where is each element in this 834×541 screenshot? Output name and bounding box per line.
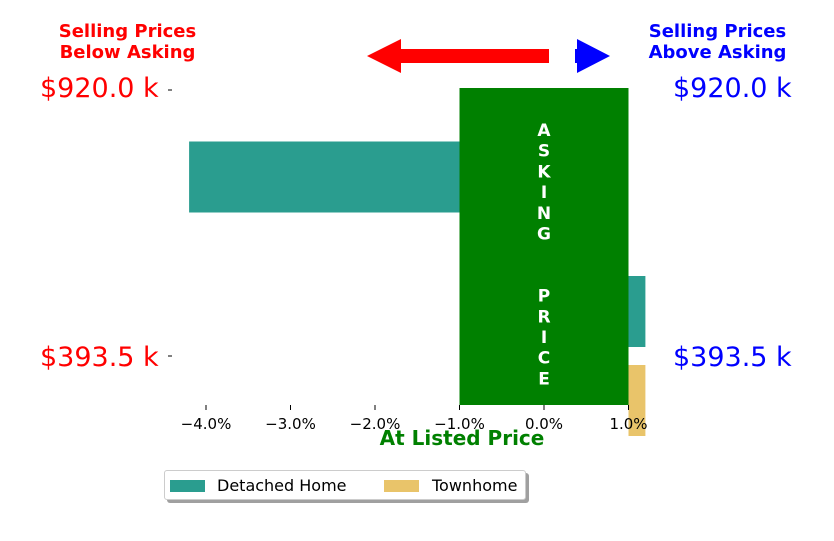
- x-tick-label: −4.0%: [181, 415, 232, 433]
- bar-detached-home-0: [189, 141, 460, 213]
- price-label-top-right: $920.0 k: [673, 73, 792, 104]
- right-arrow: [575, 39, 610, 73]
- x-tick-label: 1.0%: [609, 415, 647, 433]
- x-tick-label: 0.0%: [525, 415, 563, 433]
- x-axis: −4.0% −3.0% −2.0% −1.0% 0.0% 1.0%: [181, 405, 648, 433]
- asking-price-letter: G: [537, 225, 551, 245]
- price-label-bottom-right: $393.5 k: [673, 342, 792, 373]
- asking-price-letter: I: [541, 183, 547, 203]
- asking-price-band: [459, 88, 629, 405]
- asking-price-letter: K: [537, 162, 551, 182]
- above-asking-title: Selling Prices Above Asking: [648, 21, 787, 63]
- x-tick-label: −3.0%: [265, 415, 316, 433]
- asking-price-letter: E: [538, 369, 550, 389]
- legend-label-townhome: Townhome: [432, 476, 518, 495]
- legend: Detached Home Townhome: [164, 470, 526, 500]
- x-tick-label: −1.0%: [434, 415, 485, 433]
- bar-detached-home-1: [628, 276, 646, 347]
- asking-price-letter: P: [538, 287, 550, 307]
- price-label-bottom-left: $393.5 k: [40, 342, 159, 373]
- legend-swatch-townhome: [384, 480, 419, 492]
- asking-price-letter: N: [537, 204, 551, 224]
- left-arrow: [367, 39, 549, 73]
- asking-price-letter: C: [538, 349, 550, 369]
- below-asking-title: Selling Prices Below Asking: [58, 21, 197, 63]
- bar-townhome-1: [628, 365, 646, 436]
- x-tick-label: −2.0%: [350, 415, 401, 433]
- direction-arrows: [367, 39, 610, 73]
- price-label-top-left: $920.0 k: [40, 73, 159, 104]
- asking-price-letter: S: [538, 142, 550, 162]
- asking-price-letter: R: [537, 307, 550, 327]
- legend-swatch-detached: [170, 480, 205, 492]
- asking-price-letter: A: [537, 121, 551, 141]
- bars-layer: [168, 89, 646, 436]
- x-axis-label: At Listed Price: [379, 426, 545, 450]
- legend-label-detached: Detached Home: [217, 476, 347, 495]
- asking-price-letter: I: [541, 328, 547, 348]
